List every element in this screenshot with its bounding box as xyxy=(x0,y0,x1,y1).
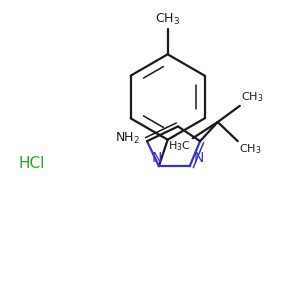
Text: H$_3$C: H$_3$C xyxy=(168,140,191,154)
Text: CH$_3$: CH$_3$ xyxy=(155,12,180,27)
Text: CH$_3$: CH$_3$ xyxy=(239,142,262,156)
Text: HCl: HCl xyxy=(19,156,45,171)
Text: CH$_3$: CH$_3$ xyxy=(241,91,264,104)
Text: N: N xyxy=(193,151,204,165)
Text: NH$_2$: NH$_2$ xyxy=(115,131,140,146)
Text: N: N xyxy=(151,151,162,165)
